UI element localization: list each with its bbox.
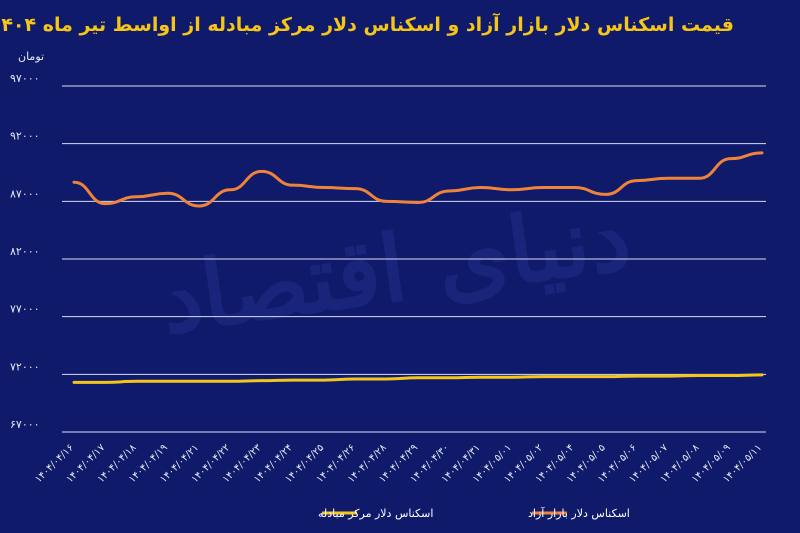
y-tick-label: ۹۷۰۰۰ [10, 72, 40, 85]
series-line-free-market [72, 151, 764, 208]
legend-label: اسکناس دلار مرکز مبادله [318, 507, 433, 520]
y-tick-label: ۷۲۰۰۰ [10, 360, 40, 373]
series-line-exchange-center [72, 373, 764, 384]
y-tick-label: ۹۲۰۰۰ [10, 130, 40, 143]
y-axis-unit-label: تومان [18, 50, 45, 63]
y-tick-label: ۸۷۰۰۰ [10, 187, 40, 200]
y-tick-label: ۶۷۰۰۰ [10, 418, 40, 431]
y-tick-label: ۷۷۰۰۰ [10, 303, 40, 316]
legend-label: اسکناس دلار بازار آزاد [528, 506, 630, 520]
watermark-logo: دنیای اقتصاد [154, 182, 637, 355]
y-tick-label: ۸۲۰۰۰ [10, 245, 40, 258]
chart-title: قیمت اسکناس دلار بازار آزاد و اسکناس دلا… [0, 14, 734, 36]
